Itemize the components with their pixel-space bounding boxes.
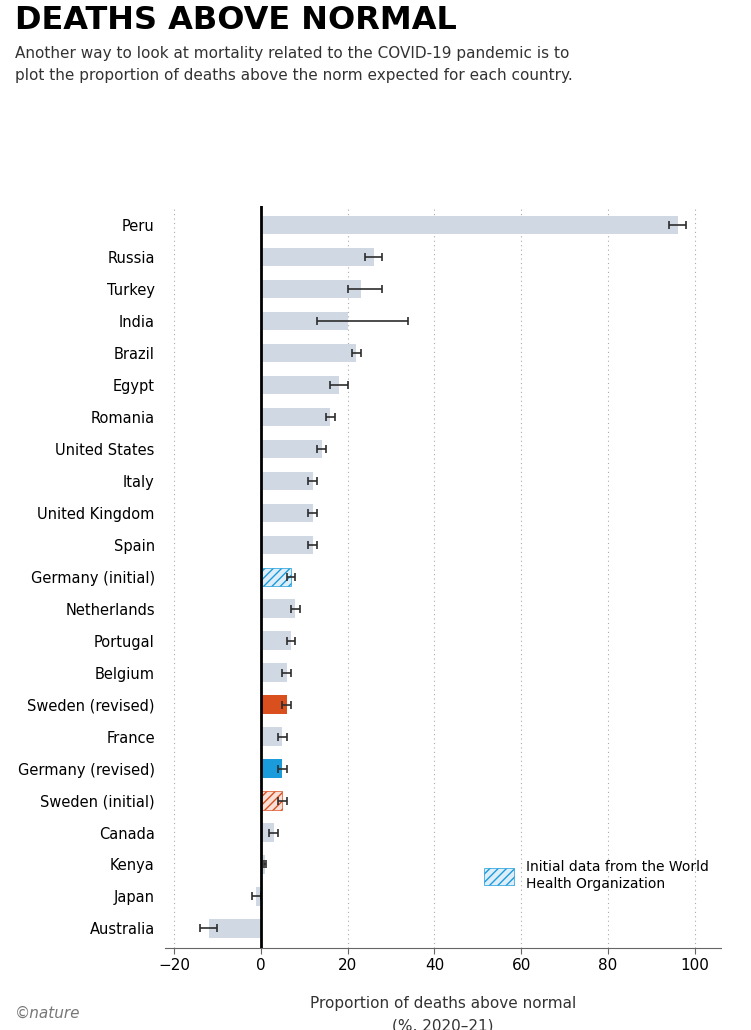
Bar	[261, 312, 348, 331]
Bar	[261, 472, 313, 490]
Bar	[261, 568, 291, 586]
Bar	[261, 344, 356, 363]
Text: Proportion of deaths above normal: Proportion of deaths above normal	[310, 996, 576, 1010]
Bar	[261, 408, 330, 426]
Text: (%, 2020–21): (%, 2020–21)	[392, 1018, 494, 1030]
Bar	[261, 727, 282, 746]
Bar	[261, 759, 282, 778]
Bar	[261, 631, 291, 650]
Text: DEATHS ABOVE NORMAL: DEATHS ABOVE NORMAL	[15, 5, 457, 36]
Text: ©nature: ©nature	[15, 1005, 80, 1021]
Bar	[261, 248, 373, 267]
Bar	[261, 599, 295, 618]
Bar	[261, 855, 265, 873]
Bar	[256, 887, 261, 905]
Bar	[261, 536, 313, 554]
Bar	[261, 663, 287, 682]
Bar	[209, 919, 261, 937]
Bar	[261, 504, 313, 522]
Bar	[261, 376, 339, 394]
Text: Another way to look at mortality related to the COVID-19 pandemic is to
plot the: Another way to look at mortality related…	[15, 46, 573, 83]
Bar	[261, 791, 282, 810]
Legend: Initial data from the World
Health Organization: Initial data from the World Health Organ…	[478, 855, 714, 896]
Bar	[261, 216, 677, 235]
Bar	[261, 280, 360, 299]
Bar	[261, 823, 274, 842]
Bar	[261, 440, 321, 458]
Bar	[261, 695, 287, 714]
